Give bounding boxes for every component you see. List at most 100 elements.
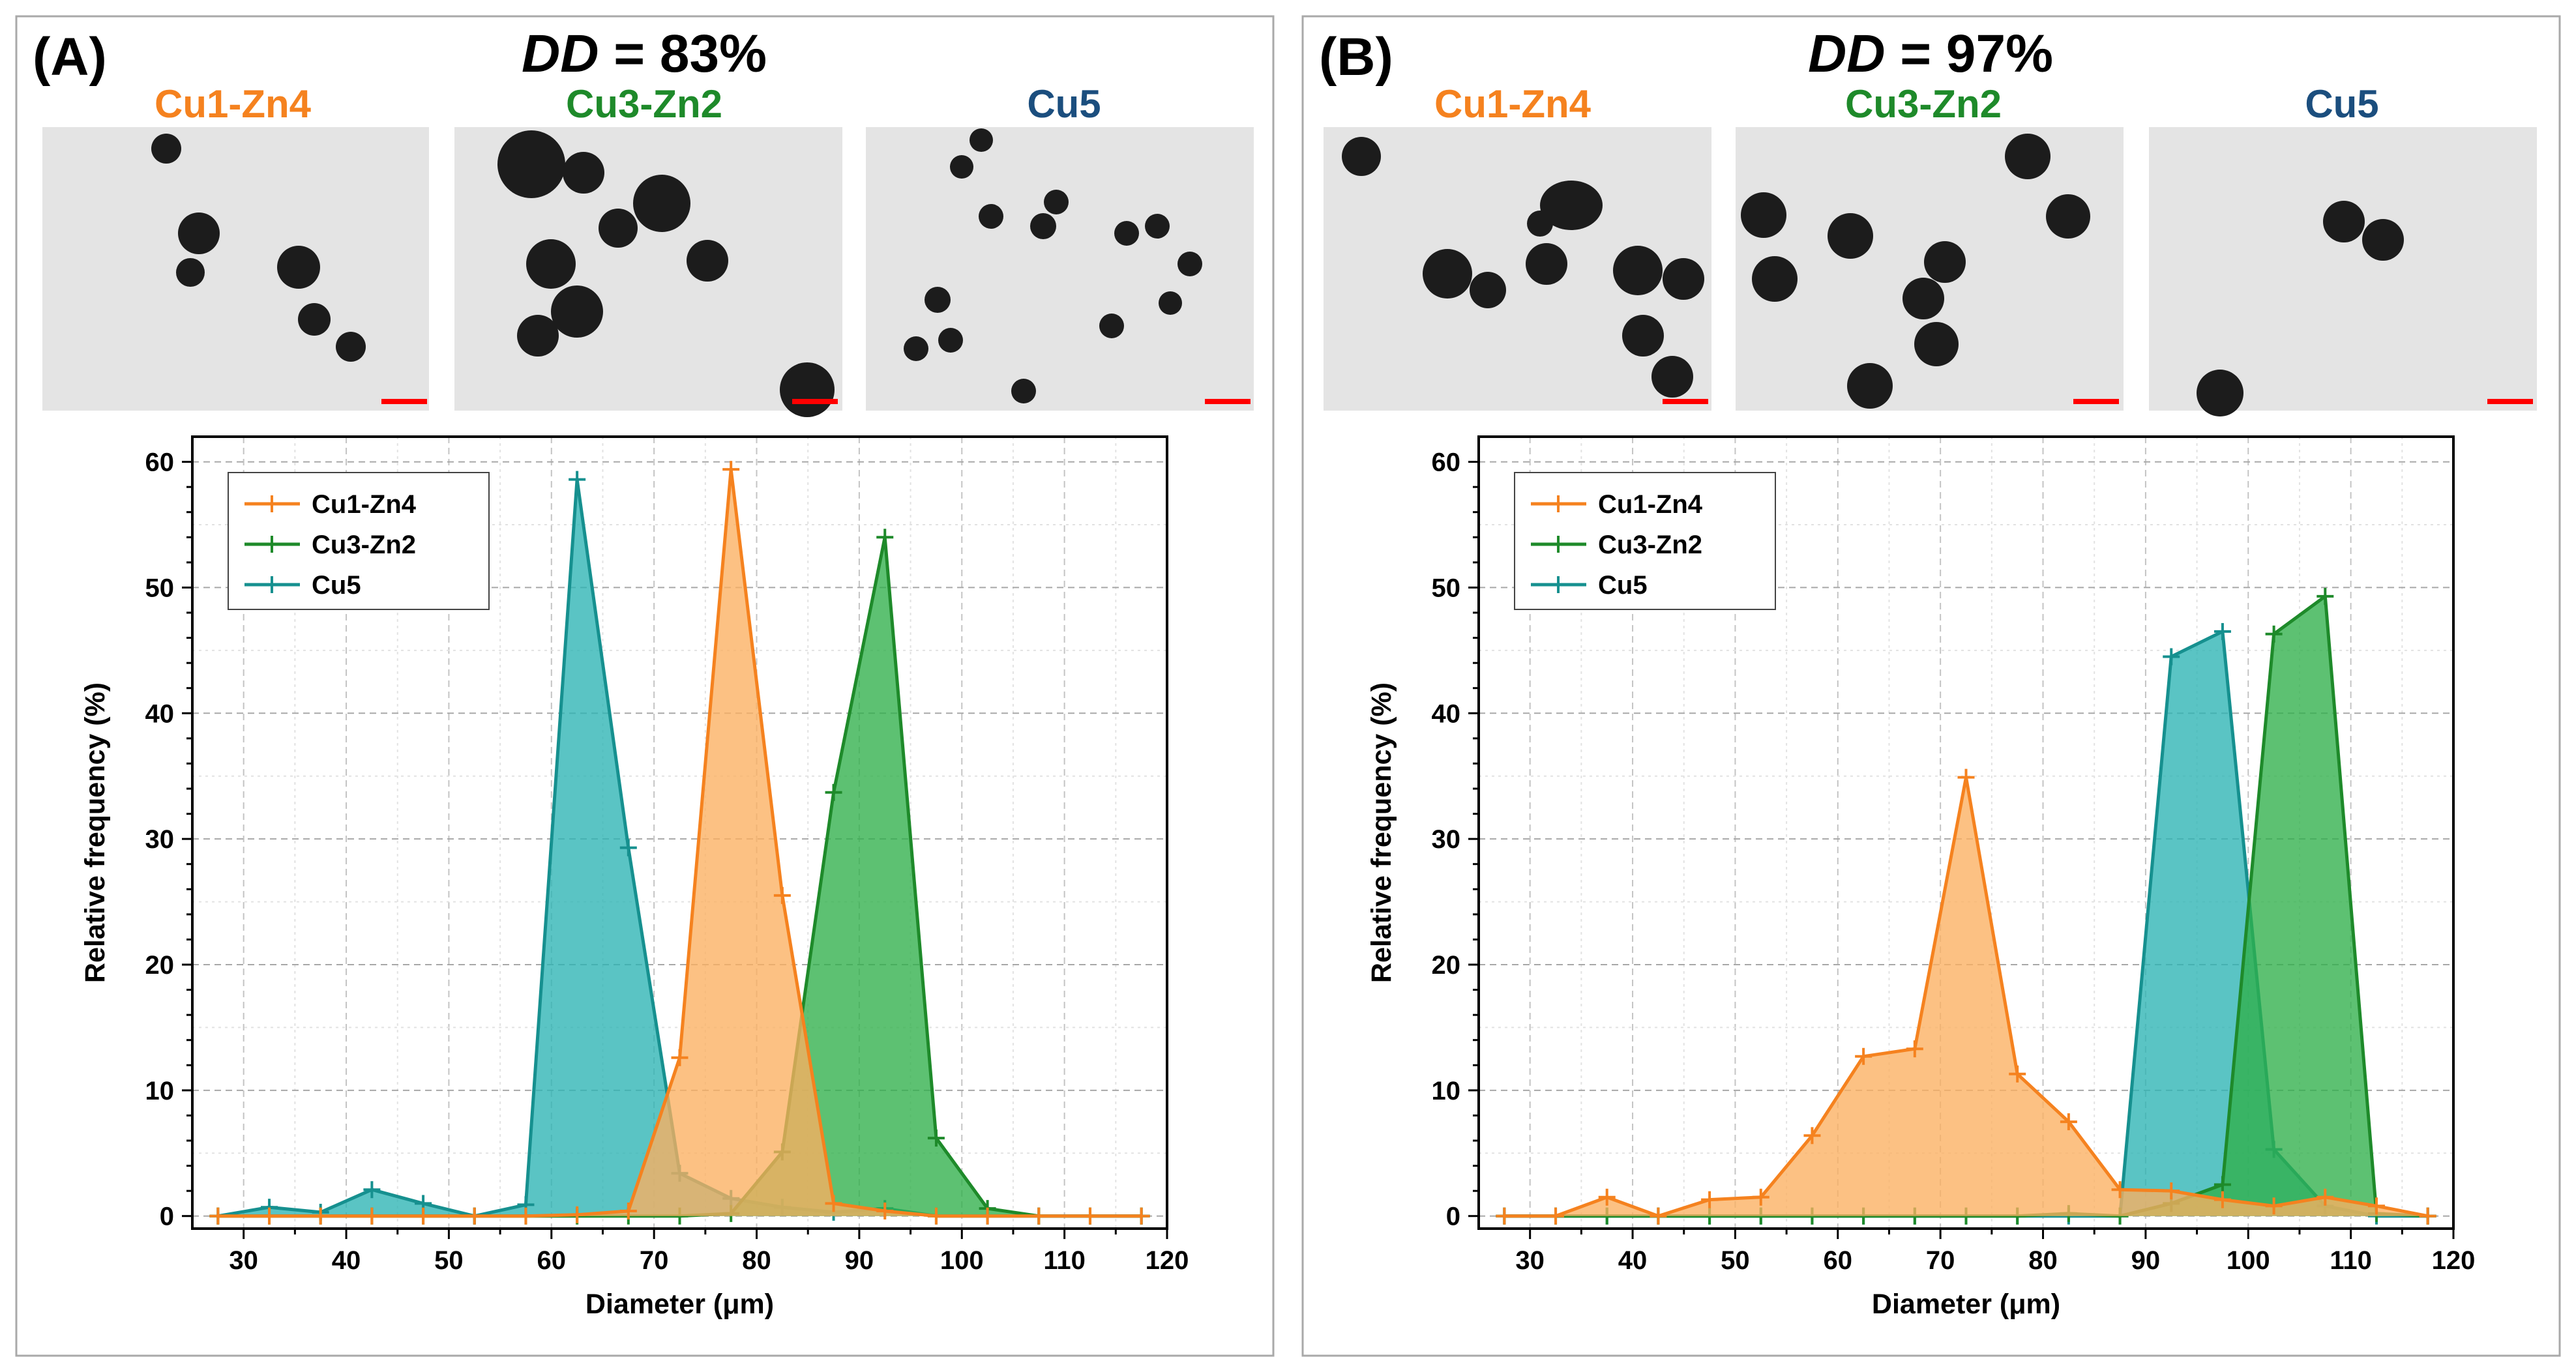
droplet <box>1741 192 1786 238</box>
area-cu1zn4 <box>218 469 1142 1216</box>
panel-a: (A) DD = 83% Cu1-Zn4 Cu3-Zn2 Cu5 <box>15 15 1275 1357</box>
legend-label: Cu3-Zn2 <box>312 531 416 559</box>
droplet <box>1011 379 1036 403</box>
x-tick-label: 80 <box>2028 1246 2058 1275</box>
marker-cu1zn4 <box>466 1207 483 1225</box>
droplet <box>1526 243 1567 285</box>
panel-b: (B) DD = 97% Cu1-Zn4 Cu3-Zn2 Cu5 <box>1301 15 2561 1357</box>
y-tick-label: 20 <box>145 951 175 980</box>
x-tick-label: 100 <box>2227 1246 2270 1275</box>
legend-item-cu5: Cu5 <box>244 571 361 600</box>
marker-cu3zn2 <box>2317 587 2334 605</box>
marker-cu1zn4 <box>1752 1188 1769 1206</box>
panel-a-photo-label-cu1zn4: Cu1-Zn4 <box>155 82 312 126</box>
marker-cu1zn4 <box>1701 1191 1719 1208</box>
droplet <box>1470 272 1506 308</box>
marker-cu3zn2 <box>2213 1176 2231 1193</box>
y-tick-label: 50 <box>145 574 175 602</box>
panel-a-photo-cu1zn4 <box>42 127 429 411</box>
droplet <box>526 239 576 289</box>
droplet <box>904 336 928 361</box>
droplet <box>1527 211 1553 237</box>
droplet <box>2362 219 2404 261</box>
area-cu1zn4 <box>1504 777 2428 1216</box>
marker-cu1zn4 <box>261 1207 278 1225</box>
droplet <box>687 240 728 282</box>
panel-a-letter: (A) <box>33 27 107 87</box>
marker-cu1zn4 <box>2163 1182 2180 1200</box>
y-tick-label: 60 <box>1432 448 1461 477</box>
marker-cu1zn4 <box>415 1207 432 1225</box>
droplet <box>1159 291 1182 315</box>
area-cu3zn2 <box>218 537 1142 1216</box>
droplet <box>938 328 963 353</box>
droplet <box>1914 322 1959 366</box>
legend-item-cu1zn4: Cu1-Zn4 <box>244 490 417 519</box>
droplet <box>1114 221 1139 246</box>
x-tick-label: 90 <box>2131 1246 2161 1275</box>
y-axis-label: Relative frequency (%) <box>1366 682 1397 983</box>
x-tick-label: 40 <box>1618 1246 1648 1275</box>
marker-cu1zn4 <box>2317 1188 2334 1206</box>
droplet <box>950 155 973 179</box>
panel-a-frame <box>15 15 1275 1357</box>
droplet <box>176 258 205 287</box>
marker-cu1zn4 <box>1030 1207 1048 1225</box>
marker-cu1zn4 <box>2060 1113 2077 1131</box>
marker-cu1zn4 <box>619 1203 637 1219</box>
scale-bar <box>792 399 838 404</box>
panel-a-photo-cu5 <box>866 127 1254 411</box>
droplet <box>970 128 993 152</box>
x-tick-label: 80 <box>742 1246 771 1275</box>
droplet <box>563 152 604 194</box>
legend: Cu1-Zn4 Cu3-Zn2 Cu5 <box>228 472 490 610</box>
droplet <box>517 315 559 357</box>
marker-cu1zn4 <box>876 1203 894 1219</box>
marker-cu3zn2 <box>825 783 842 801</box>
legend: Cu1-Zn4 Cu3-Zn2 Cu5 <box>1514 472 1776 610</box>
legend-item-cu3zn2: Cu3-Zn2 <box>1531 531 1702 559</box>
plot-frame <box>191 435 1168 1230</box>
marker-cu1zn4 <box>1081 1207 1099 1225</box>
droplet <box>1099 314 1124 338</box>
marker-cu1zn4 <box>1855 1047 1873 1065</box>
droplet <box>1423 249 1472 299</box>
droplet <box>979 204 1003 229</box>
x-tick-label: 70 <box>1926 1246 1955 1275</box>
marker-cu5 <box>569 471 586 488</box>
droplet <box>1044 190 1069 214</box>
droplet <box>1902 278 1944 319</box>
droplet <box>151 134 181 164</box>
y-tick-label: 50 <box>1432 574 1461 602</box>
marker-cu1zn4 <box>1957 768 1975 786</box>
x-axis-label: Diameter (μm) <box>1872 1289 2060 1320</box>
area-cu5 <box>1504 631 2428 1216</box>
panel-b-letter: (B) <box>1319 27 1393 87</box>
droplet <box>178 212 220 254</box>
plot-frame <box>1477 435 2455 1230</box>
droplet <box>1663 258 1704 300</box>
marker-cu5 <box>2213 622 2231 640</box>
droplet <box>336 332 366 362</box>
droplet <box>1030 213 1056 239</box>
x-tick-label: 50 <box>1721 1246 1750 1275</box>
droplet <box>1651 356 1693 398</box>
droplet <box>551 285 603 338</box>
marker-cu5 <box>363 1181 381 1199</box>
marker-cu1zn4 <box>1133 1207 1150 1225</box>
x-tick-label: 110 <box>1043 1246 1086 1275</box>
marker-cu1zn4 <box>1547 1207 1565 1225</box>
panel-a-photo-label-cu3zn2: Cu3-Zn2 <box>566 82 722 126</box>
x-tick-label: 70 <box>640 1246 669 1275</box>
droplet <box>2323 201 2365 242</box>
panel-a-chart: 30 40 50 60 70 80 90 100 110 120 0 10 20 30 40 50 60 Diam… <box>80 435 1189 1320</box>
panel-a-dd-title: DD = 83% <box>522 24 767 83</box>
scale-bar <box>1663 399 1708 404</box>
droplet <box>1752 256 1798 302</box>
x-tick-label: 30 <box>1515 1246 1545 1275</box>
marker-cu1zn4 <box>2367 1197 2385 1215</box>
marker-cu3zn2 <box>927 1130 945 1147</box>
droplet <box>780 362 835 417</box>
droplet <box>1613 246 1663 295</box>
